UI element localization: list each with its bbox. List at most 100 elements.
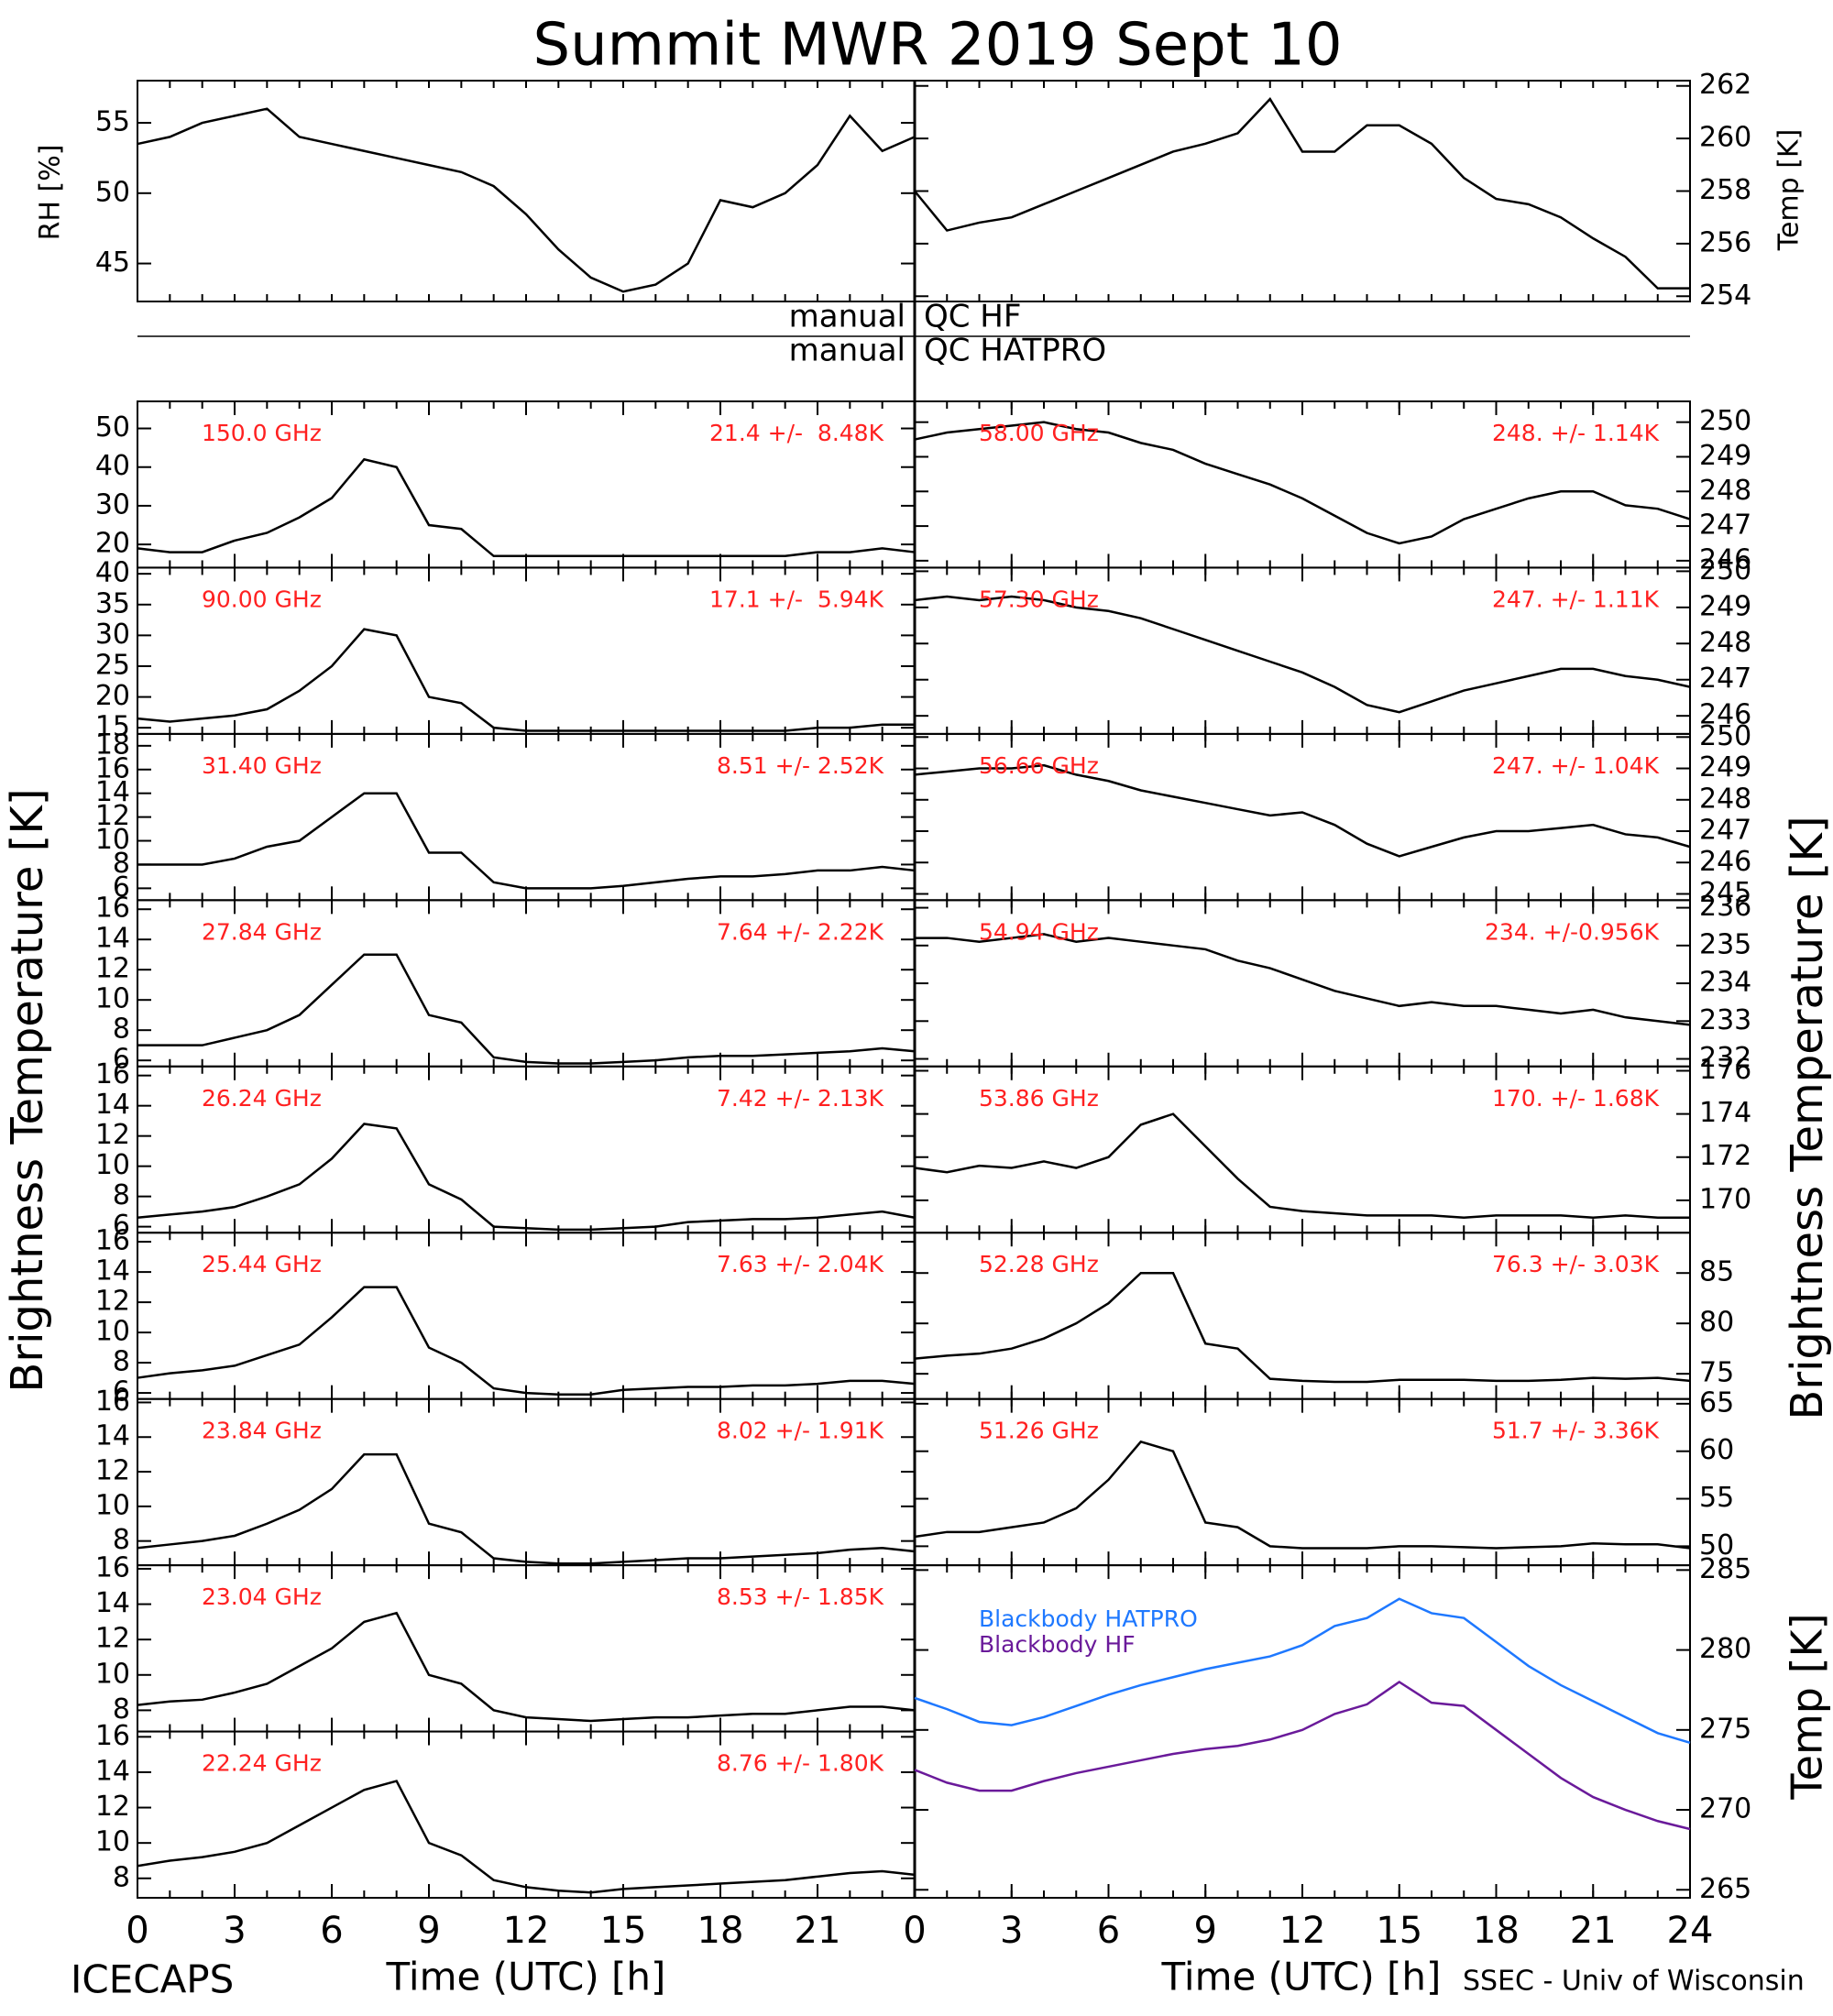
data-line xyxy=(137,1611,916,1723)
y-tick-label: 85 xyxy=(1699,1256,1734,1288)
y-tick-label: 45 xyxy=(95,247,130,279)
data-line xyxy=(137,953,916,1065)
y-tick-label: 12 xyxy=(95,1119,130,1151)
y-tick-label: 248 xyxy=(1699,627,1751,659)
data-line xyxy=(137,628,915,732)
data-line xyxy=(137,457,916,558)
channel-label: 54.94 GHz xyxy=(979,918,1099,945)
y-tick-label: 55 xyxy=(95,106,130,138)
data-line xyxy=(137,1780,916,1894)
data-line xyxy=(915,933,1691,1026)
y-tick-label: 40 xyxy=(95,450,130,482)
x-tick-label: 6 xyxy=(1097,1910,1120,1952)
qc-right: QC HF xyxy=(924,299,1021,335)
y-tick-label: 249 xyxy=(1699,751,1751,783)
y-tick-label: 170 xyxy=(1699,1183,1751,1215)
x-tick-label: 9 xyxy=(417,1910,440,1952)
footer-left: ICECAPS xyxy=(71,1957,234,2002)
y-tick-label: 8 xyxy=(113,1013,130,1046)
y-tick-label: 10 xyxy=(95,1658,130,1690)
channel-stats: 21.4 +/- 8.48K xyxy=(709,420,884,446)
y-tick-label: 10 xyxy=(95,1149,130,1181)
y-tick-label: 247 xyxy=(1699,815,1751,847)
y-axis-title: Brightness Temperature [K] xyxy=(2,788,53,1392)
y-tick-label: 234 xyxy=(1699,967,1751,999)
y-tick-label: 235 xyxy=(1699,928,1751,960)
x-tick-label: 12 xyxy=(503,1910,550,1952)
y-tick-label: 270 xyxy=(1699,1793,1751,1825)
x-tick-label: 18 xyxy=(1473,1910,1520,1952)
y-tick-label: 14 xyxy=(95,1255,130,1287)
y-tick-label: 16 xyxy=(95,1386,130,1418)
y-tick-label: 60 xyxy=(1699,1434,1734,1466)
y-tick-label: 250 xyxy=(1699,720,1751,752)
x-tick-label: 0 xyxy=(903,1910,926,1952)
qc-left: manual xyxy=(789,333,906,369)
y-tick-label: 248 xyxy=(1699,475,1751,507)
y-tick-label: 6 xyxy=(113,1376,130,1408)
y-axis-title: Temp [K] xyxy=(1773,129,1806,252)
legend-entry: Blackbody HATPRO xyxy=(979,1605,1198,1632)
y-tick-label: 247 xyxy=(1699,509,1751,542)
data-line xyxy=(914,763,1691,858)
y-tick-label: 8 xyxy=(113,1861,130,1893)
y-tick-label: 280 xyxy=(1699,1633,1751,1665)
channel-stats: 247. +/- 1.04K xyxy=(1492,752,1660,779)
y-tick-label: 75 xyxy=(1699,1357,1734,1389)
y-tick-label: 12 xyxy=(95,953,130,985)
qc-right: QC HATPRO xyxy=(924,333,1106,369)
channel-label: 53.86 GHz xyxy=(979,1085,1099,1112)
qc-left: manual xyxy=(789,299,906,335)
y-tick-label: 12 xyxy=(95,1791,130,1823)
y-tick-label: 236 xyxy=(1699,891,1751,923)
channel-stats: 7.42 +/- 2.13K xyxy=(717,1085,884,1112)
channel-stats: 8.02 +/- 1.91K xyxy=(717,1418,884,1444)
y-tick-label: 246 xyxy=(1699,699,1751,731)
y-tick-label: 6 xyxy=(113,1210,130,1242)
channel-label: 57.30 GHz xyxy=(979,586,1099,612)
x-tick-label: 21 xyxy=(795,1910,841,1952)
y-tick-label: 8 xyxy=(113,848,130,880)
y-tick-label: 16 xyxy=(95,893,130,925)
y-tick-label: 65 xyxy=(1699,1386,1734,1419)
y-tick-label: 18 xyxy=(95,729,130,761)
data-line xyxy=(914,1597,1691,1744)
y-tick-label: 14 xyxy=(95,1420,130,1452)
channel-stats: 170. +/- 1.68K xyxy=(1492,1085,1660,1112)
data-line xyxy=(914,421,1691,545)
y-tick-label: 10 xyxy=(95,1489,130,1521)
channel-label: 26.24 GHz xyxy=(202,1085,322,1112)
y-tick-label: 249 xyxy=(1699,590,1751,622)
y-tick-label: 12 xyxy=(95,1455,130,1487)
x-tick-label: 24 xyxy=(1667,1910,1714,1952)
y-tick-label: 256 xyxy=(1699,226,1751,258)
channel-stats: 51.7 +/- 3.36K xyxy=(1492,1418,1660,1444)
y-tick-label: 14 xyxy=(95,1755,130,1787)
x-axis-title: Time (UTC) [h] xyxy=(386,1955,666,2000)
y-tick-label: 25 xyxy=(95,649,130,681)
channel-label: 23.04 GHz xyxy=(202,1583,322,1610)
channel-label: 90.00 GHz xyxy=(202,586,322,612)
x-tick-label: 21 xyxy=(1570,1910,1617,1952)
x-tick-label: 6 xyxy=(320,1910,343,1952)
y-tick-label: 10 xyxy=(95,1316,130,1348)
y-tick-label: 14 xyxy=(95,776,130,808)
y-tick-label: 233 xyxy=(1699,1004,1751,1036)
y-tick-label: 16 xyxy=(95,1058,130,1090)
y-tick-label: 8 xyxy=(113,1346,130,1378)
channel-stats: 247. +/- 1.11K xyxy=(1492,586,1660,612)
y-tick-label: 20 xyxy=(95,680,130,712)
y-tick-label: 262 xyxy=(1699,69,1751,101)
y-tick-label: 258 xyxy=(1699,174,1751,206)
y-axis-title: Brightness Temperature [K] xyxy=(1782,816,1833,1419)
y-tick-label: 8 xyxy=(113,1693,130,1726)
channel-label: 31.40 GHz xyxy=(202,752,322,779)
y-tick-label: 15 xyxy=(95,711,130,743)
y-tick-label: 14 xyxy=(95,923,130,955)
y-tick-label: 285 xyxy=(1699,1553,1751,1585)
y-tick-label: 250 xyxy=(1699,405,1751,437)
channel-label: 25.44 GHz xyxy=(202,1251,322,1277)
channel-label: 22.24 GHz xyxy=(202,1750,322,1777)
y-tick-label: 50 xyxy=(95,176,130,208)
